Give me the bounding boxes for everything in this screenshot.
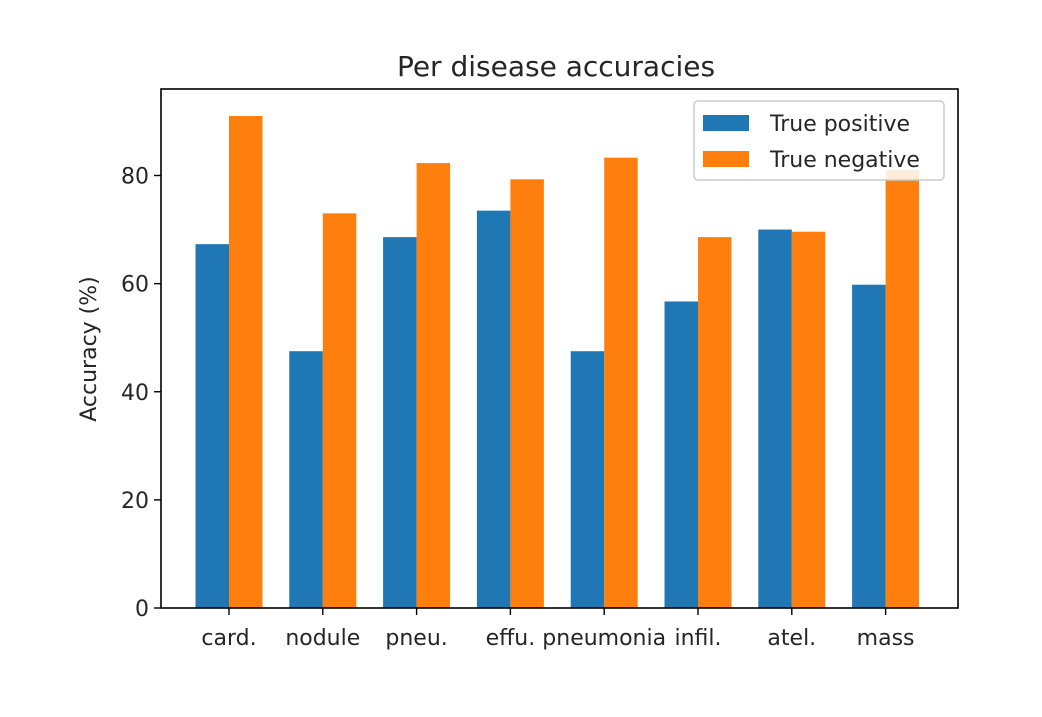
bar-true-positive-5 — [664, 301, 698, 608]
bar-true-positive-4 — [570, 351, 605, 608]
x-tick-label: effu. — [486, 626, 536, 651]
bar-true-negative-0 — [229, 116, 263, 608]
bar-true-positive-3 — [476, 210, 511, 608]
bar-true-positive-1 — [289, 351, 323, 608]
bar-true-negative-6 — [791, 231, 826, 608]
axes-frame — [160, 88, 959, 609]
y-tick-label: 20 — [121, 489, 149, 514]
legend-swatch — [703, 151, 749, 167]
x-tick-label: pneumonia — [542, 626, 666, 651]
y-axis-label: Accuracy (%) — [77, 276, 102, 422]
bar-true-positive-2 — [383, 237, 417, 608]
legend-box — [693, 100, 945, 181]
bar-true-negative-1 — [322, 213, 357, 608]
y-tick-label: 60 — [121, 273, 149, 298]
bar-true-negative-5 — [698, 237, 732, 608]
x-tick-label: pneu. — [385, 626, 447, 651]
y-tick-label: 40 — [121, 381, 149, 406]
legend-label: True positive — [769, 112, 910, 137]
y-tick-label: 80 — [121, 165, 149, 190]
bar-true-positive-0 — [195, 244, 229, 609]
x-tick-label: nodule — [285, 626, 360, 651]
chart-title: Per disease accuracies — [397, 50, 715, 83]
y-tick-label: 0 — [135, 597, 149, 622]
legend-swatch — [703, 115, 749, 131]
legend-label: True negative — [769, 148, 920, 173]
bar-true-negative-4 — [604, 157, 638, 609]
bar-true-negative-3 — [510, 179, 544, 609]
plot-area — [195, 116, 920, 609]
legend: True positive True negative — [693, 100, 945, 181]
y-axis-ticks: 0 20 40 60 80 — [121, 165, 161, 622]
x-tick-label: mass — [857, 626, 915, 651]
x-axis-ticks: card. nodule pneu. effu. pneumonia infil. atel… — [201, 608, 915, 651]
x-tick-label: infil. — [674, 626, 721, 651]
x-tick-label: atel. — [767, 626, 816, 651]
x-tick-label: card. — [201, 626, 256, 651]
bar-true-positive-6 — [758, 229, 792, 608]
bar-true-negative-7 — [885, 170, 920, 608]
bar-true-positive-7 — [852, 284, 886, 608]
bar-true-negative-2 — [416, 163, 451, 609]
